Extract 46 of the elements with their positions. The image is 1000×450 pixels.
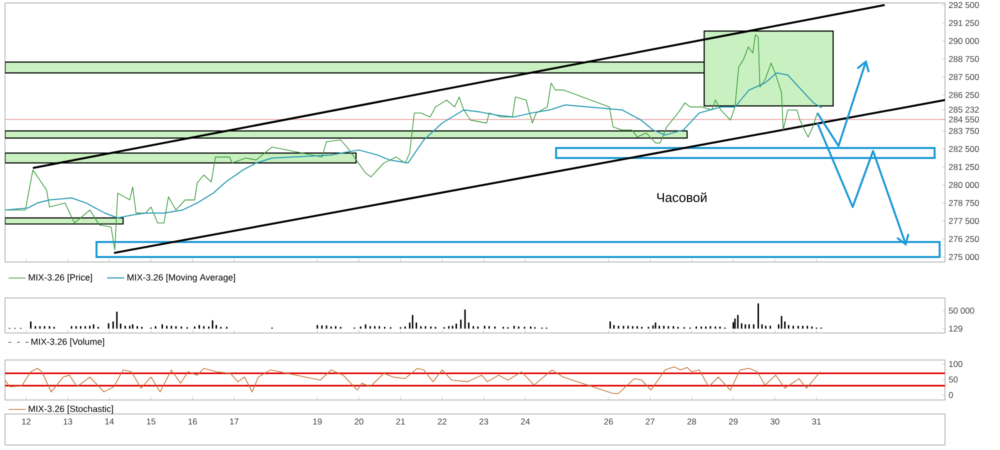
- x-tick-label: 22: [438, 418, 446, 424]
- x-tick-label: 23: [479, 418, 488, 425]
- y-tick-label: 281 250: [948, 164, 979, 170]
- y-tick-label: 100: [949, 361, 962, 368]
- y-tick-label: 129: [949, 326, 962, 332]
- x-tick-label: 19: [313, 418, 322, 425]
- line-series: [5, 72, 822, 218]
- x-tick-label: 16: [188, 418, 197, 425]
- legend-label: MIX-3.26 [Volume]: [31, 338, 104, 347]
- y-tick-label: 288 750: [948, 56, 979, 62]
- x-tick-label: 27: [646, 418, 654, 424]
- x-tick-label: 30: [770, 418, 780, 425]
- x-tick-label: 20: [354, 418, 364, 425]
- legend-label: MIX-3.26 [Stochastic]: [28, 405, 113, 414]
- x-tick-label: 17: [230, 418, 238, 424]
- y-tick-label: 0: [948, 392, 953, 398]
- x-tick-label: 29: [729, 418, 738, 425]
- y-tick-label: 275 000: [948, 254, 979, 260]
- y-tick-label: 277 500: [948, 218, 979, 224]
- x-tick-label: 12: [22, 418, 31, 424]
- legend-label: MIX-3.26 [Price]: [28, 274, 92, 282]
- y-tick-label: 284 550: [948, 116, 979, 122]
- y-tick-label: 285 232: [948, 106, 979, 113]
- y-tick-label: 290 000: [948, 38, 979, 44]
- x-tick-label: 26: [604, 418, 613, 425]
- y-tick-label: 291 250: [948, 20, 979, 26]
- x-tick-label: 24: [521, 418, 530, 424]
- y-tick-label: 50 000: [948, 308, 974, 314]
- y-tick-label: 283 750: [948, 128, 979, 134]
- y-tick-label: 292 500: [948, 2, 979, 8]
- y-tick-label: 287 500: [948, 74, 979, 80]
- y-tick-label: 278 750: [948, 200, 979, 206]
- y-tick-label: 282 500: [948, 146, 979, 152]
- line-series: [5, 366, 821, 394]
- x-tick-label: 21: [396, 418, 405, 424]
- y-tick-label: 280 000: [948, 182, 979, 188]
- legend-label: MIX-3.26 [Moving Average]: [128, 274, 236, 282]
- annotation: Часовой: [657, 192, 706, 202]
- x-tick-label: 13: [64, 418, 72, 425]
- x-tick-label: 28: [687, 418, 696, 425]
- x-tick-label: 15: [146, 418, 156, 424]
- y-tick-label: 50: [948, 376, 958, 383]
- y-tick-label: 276 250: [948, 236, 979, 242]
- x-tick-label: 31: [812, 418, 821, 425]
- x-tick-label: 14: [105, 418, 114, 424]
- y-tick-label: 286 250: [948, 92, 979, 98]
